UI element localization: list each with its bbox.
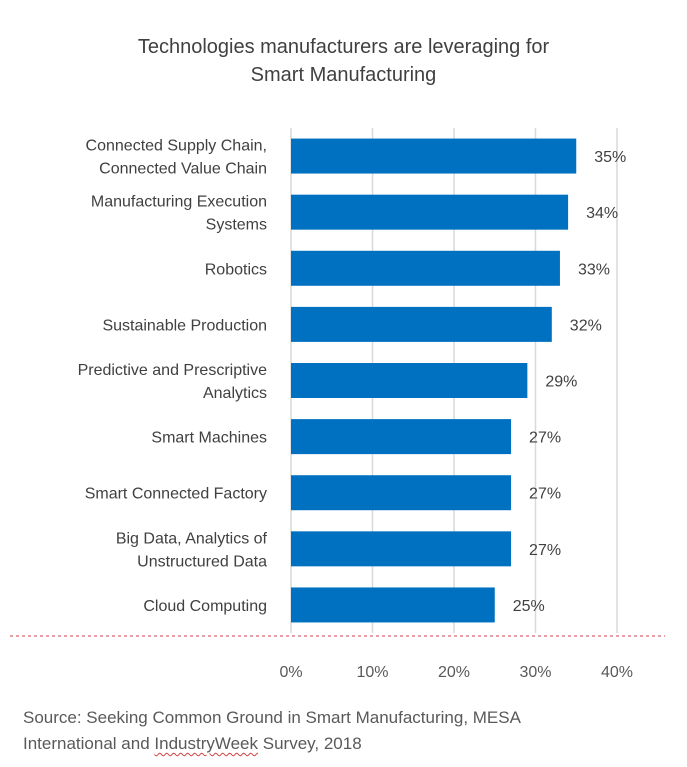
category-label: Smart Connected Factory <box>85 486 267 503</box>
x-tick-label: 20% <box>438 664 470 681</box>
data-label: 34% <box>586 205 618 222</box>
category-label: Robotics <box>205 261 267 278</box>
bar <box>291 250 560 286</box>
x-tick-label: 0% <box>279 664 302 681</box>
source-line-2-pre: International and <box>23 734 155 753</box>
source-line-2: International and IndustryWeek Survey, 2… <box>23 731 663 757</box>
data-label: 25% <box>513 598 545 615</box>
category-label: Smart Machines <box>151 430 267 447</box>
chart-title-line-2: Smart Manufacturing <box>250 64 437 86</box>
bar <box>291 475 512 511</box>
data-label: 27% <box>529 542 561 559</box>
x-tick-label: 30% <box>519 664 551 681</box>
x-tick-label: 40% <box>601 664 633 681</box>
category-label: Cloud Computing <box>143 598 267 615</box>
data-label: 29% <box>545 374 577 391</box>
data-label: 27% <box>529 430 561 447</box>
chart-title: Technologies manufacturers are leveragin… <box>0 33 687 89</box>
category-label: Unstructured Data <box>137 553 267 570</box>
data-label: 32% <box>570 317 602 334</box>
source-line-2-post: Survey, 2018 <box>258 734 362 753</box>
category-label: Sustainable Production <box>102 317 267 334</box>
source-line-1: Source: Seeking Common Ground in Smart M… <box>23 708 521 727</box>
category-label: Systems <box>206 217 267 234</box>
data-label: 33% <box>578 261 610 278</box>
category-label: Connected Value Chain <box>99 161 267 178</box>
bar <box>291 419 512 455</box>
spellcheck-flagged-word[interactable]: IndustryWeek <box>154 734 259 753</box>
bar <box>291 138 577 174</box>
data-label: 35% <box>594 149 626 166</box>
bar <box>291 587 495 623</box>
data-label: 27% <box>529 486 561 503</box>
source-note: Source: Seeking Common Ground in Smart M… <box>23 705 663 757</box>
chart-title-line-1: Technologies manufacturers are leveragin… <box>137 36 550 58</box>
category-label: Connected Supply Chain, <box>86 138 267 155</box>
category-label: Analytics <box>203 385 267 402</box>
category-label: Predictive and Prescriptive <box>78 362 268 379</box>
bar-chart: 0% 10% 20% 30% 40% 35% Connected Supply Chain,… <box>10 128 665 681</box>
bar <box>291 531 512 567</box>
bar <box>291 363 528 398</box>
bar <box>291 306 552 342</box>
category-label: Big Data, Analytics of <box>116 530 268 547</box>
category-label: Manufacturing Execution <box>91 194 267 211</box>
x-tick-label: 10% <box>356 664 388 681</box>
bar <box>291 194 569 230</box>
